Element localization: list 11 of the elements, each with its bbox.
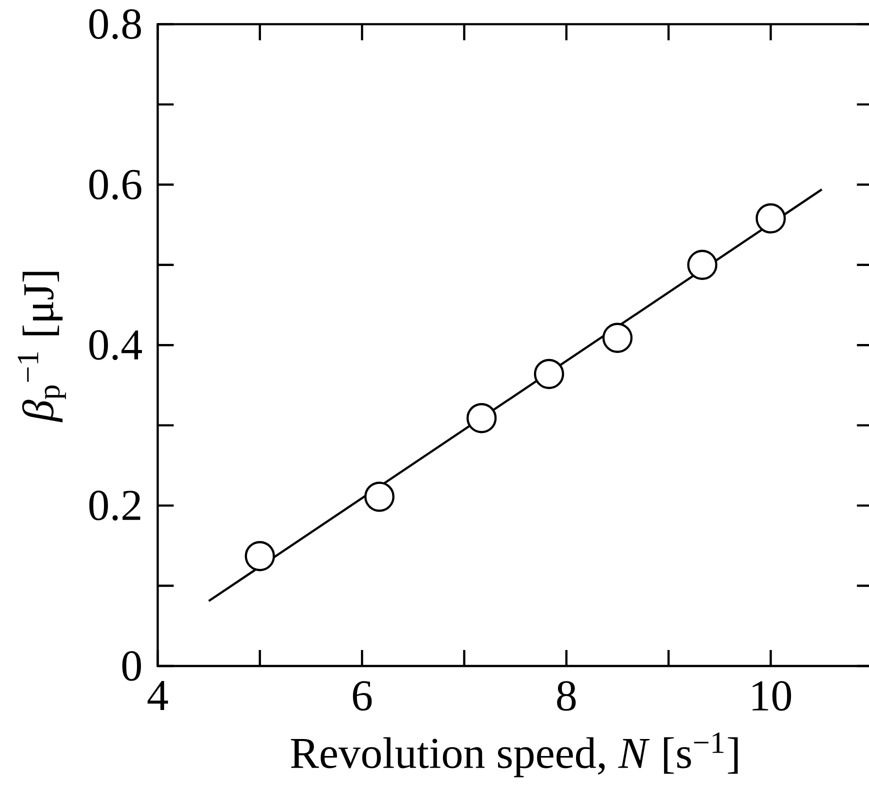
y-tick-label: 0.2 — [89, 490, 140, 520]
x-tick-label: 4 — [148, 681, 168, 710]
y-tick-label: 0.6 — [89, 170, 142, 200]
y-tick-label: 0 — [122, 651, 141, 681]
x-tick-label: 10 — [752, 681, 792, 711]
x-axis-title: Revolution speed, N [s$^{−1}$] — [290, 732, 738, 778]
y-tick-label: 0.8 — [89, 9, 141, 40]
y-axis-title: β$_{p}$$^{−1}$ [μJ] — [18, 272, 66, 422]
y-tick-label: 0.4 — [89, 330, 142, 360]
x-tick-label: 8 — [557, 681, 576, 711]
x-tick-label: 6 — [352, 681, 372, 711]
